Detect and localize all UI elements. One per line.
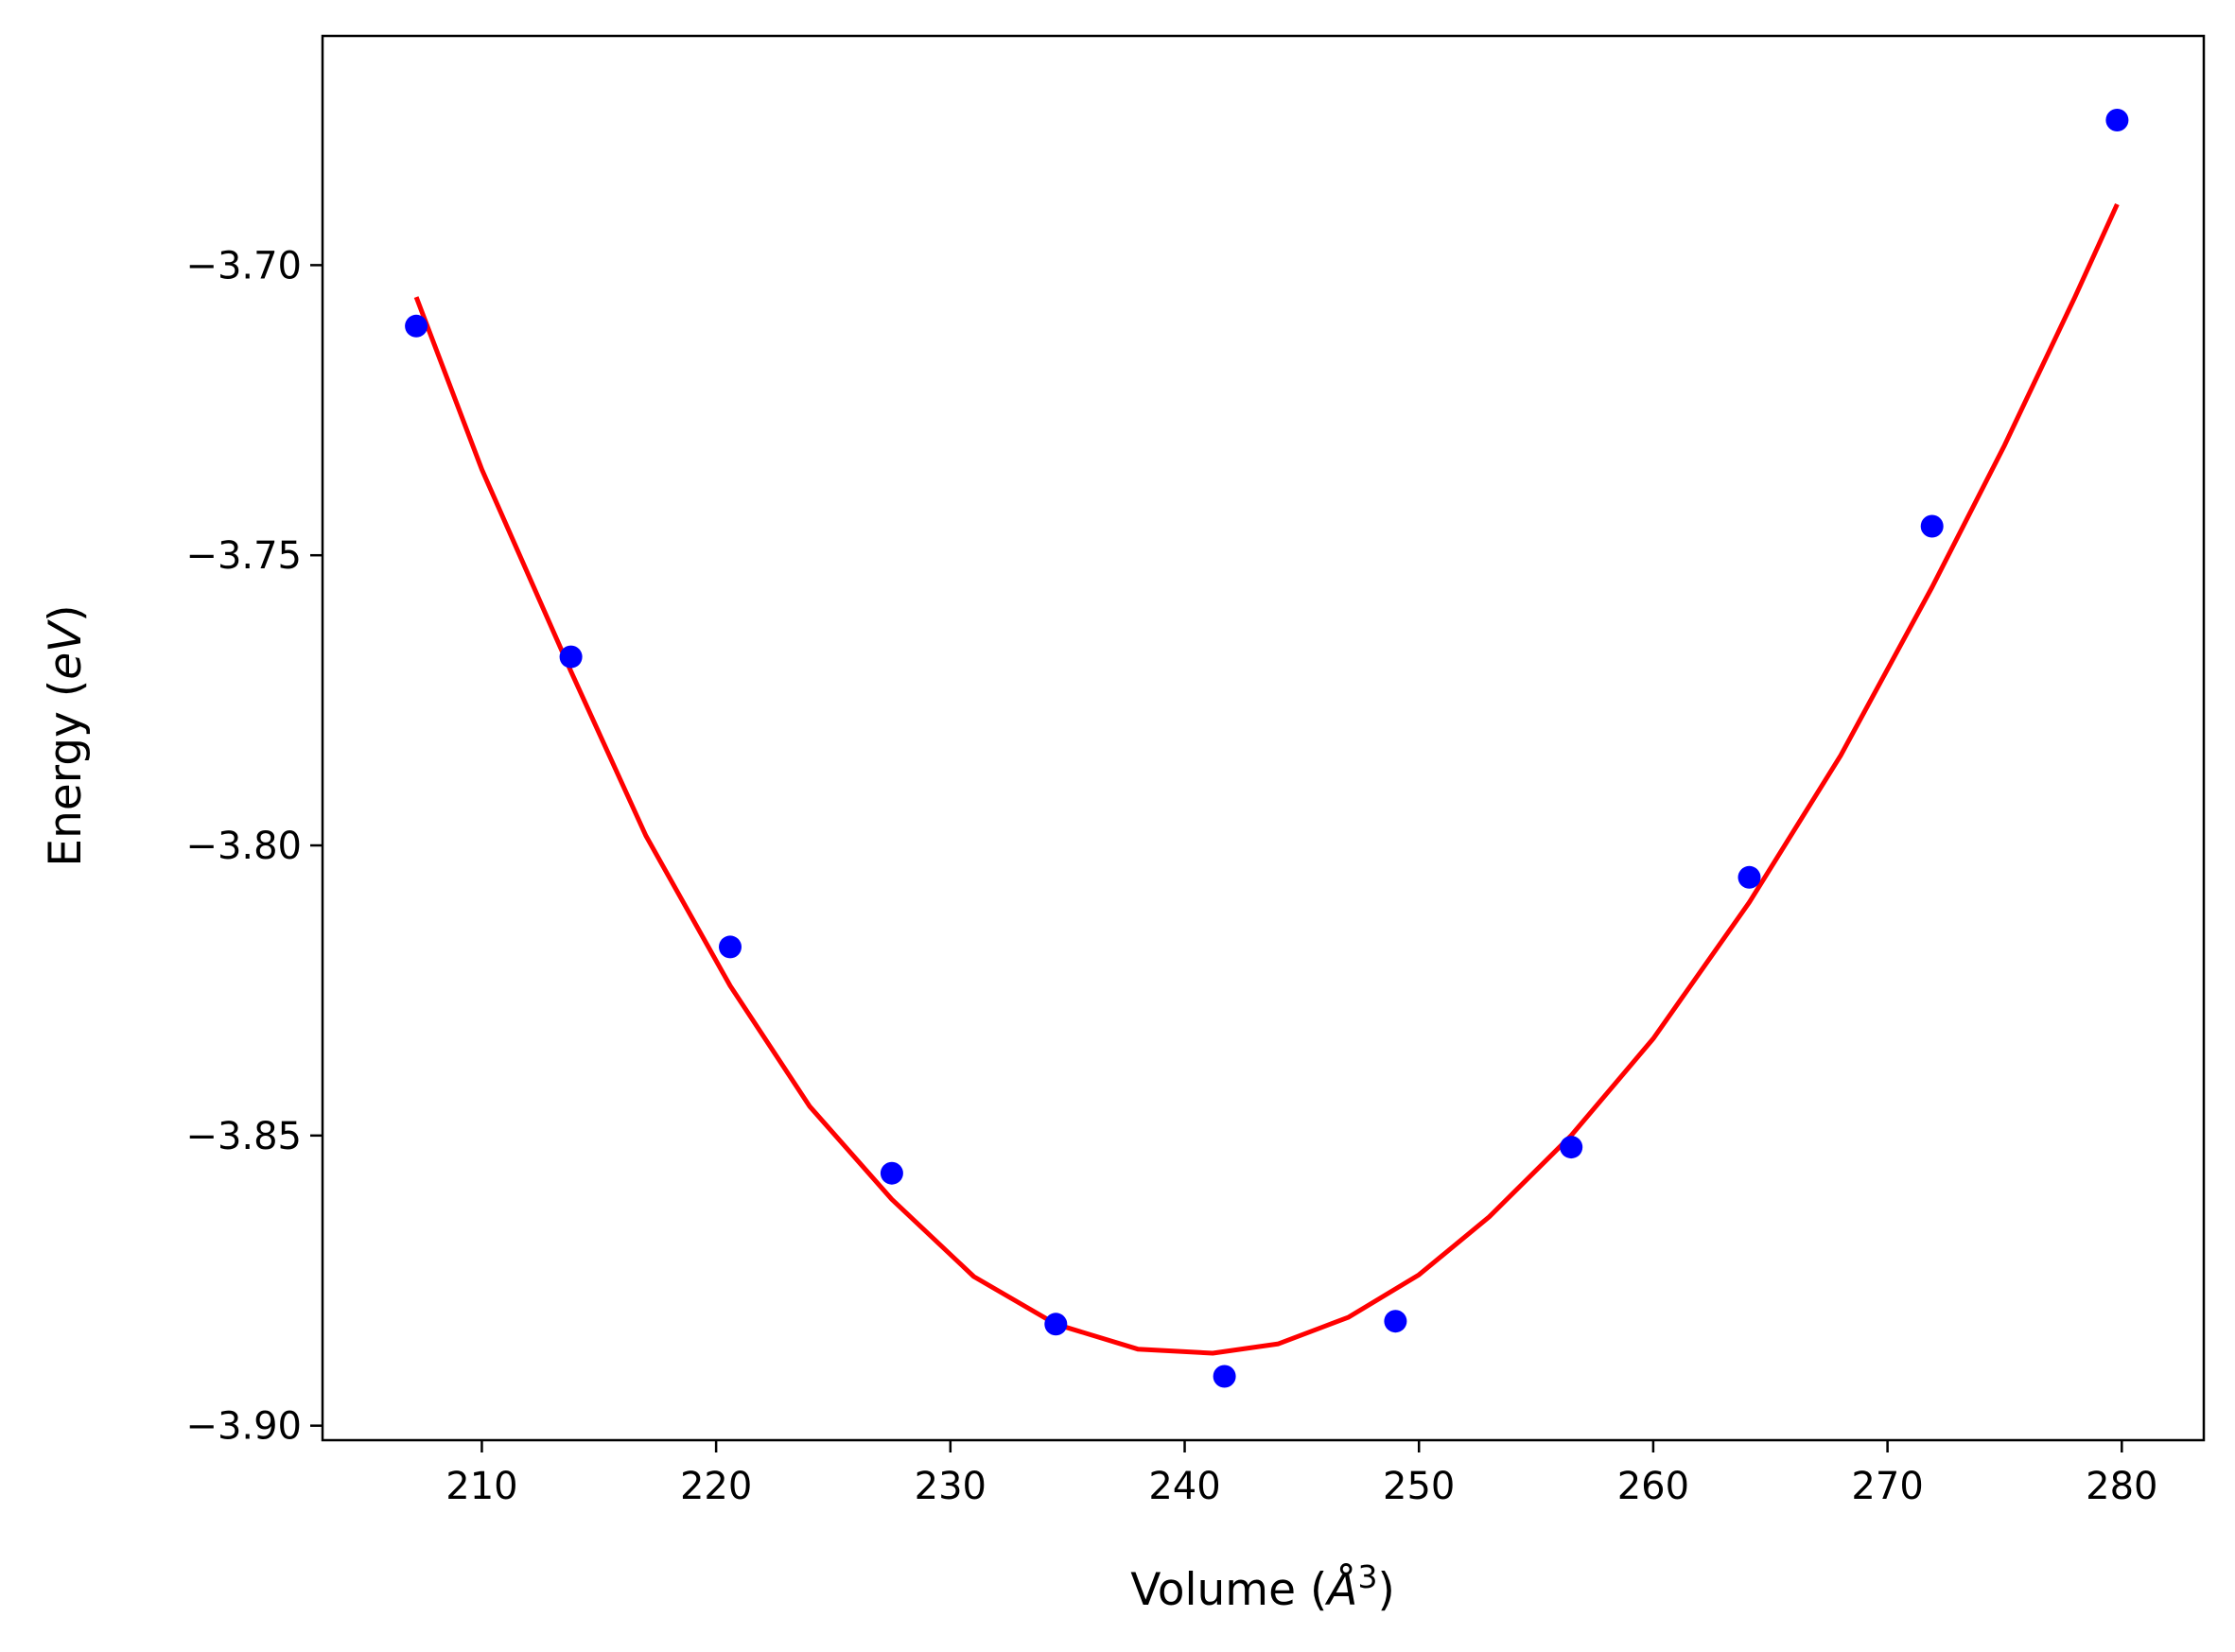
x-axis-title-superscript: 3 [1357, 1558, 1377, 1595]
data-point [1560, 1136, 1583, 1159]
data-point [559, 645, 583, 669]
y-axis-title: Energy (eV) [40, 604, 92, 866]
x-tick-label: 280 [2086, 1465, 2157, 1508]
y-axis-title-prefix: Energy ( [40, 680, 92, 867]
data-point [1213, 1365, 1236, 1388]
fit-curve [413, 202, 2120, 1356]
y-axis-title-unit: eV [40, 619, 92, 680]
x-axis-title-prefix: Volume ( [1130, 1564, 1327, 1616]
y-tick-label: −3.70 [185, 244, 302, 287]
data-point [1384, 1310, 1407, 1333]
x-tick-label: 230 [915, 1465, 987, 1508]
y-tick-label: −3.90 [185, 1405, 302, 1449]
y-tick-label: −3.85 [185, 1115, 302, 1158]
y-axis-ticks: −3.90 −3.85 −3.80 −3.75 −3.70 [185, 244, 323, 1449]
x-tick-label: 250 [1383, 1465, 1455, 1508]
data-point [2105, 109, 2129, 131]
plot-area [405, 109, 2129, 1388]
y-axis-title-suffix: ) [40, 604, 92, 621]
axes-frame [321, 34, 2206, 1442]
x-tick-label: 260 [1617, 1465, 1689, 1508]
x-axis-title-symbol: Å [1324, 1564, 1357, 1616]
data-point [405, 314, 428, 338]
y-tick-label: −3.80 [185, 825, 302, 868]
x-tick-label: 220 [680, 1465, 752, 1508]
x-axis-ticks: 210 220 230 240 250 260 270 280 [445, 1440, 2157, 1508]
data-point [1044, 1313, 1068, 1336]
y-tick-label: −3.75 [185, 534, 302, 578]
x-axis-title-suffix: ) [1377, 1564, 1394, 1616]
x-tick-label: 240 [1148, 1465, 1220, 1508]
x-tick-label: 270 [1851, 1465, 1923, 1508]
data-point [1737, 865, 1761, 889]
data-point [880, 1161, 903, 1185]
x-axis-title: Volume (Å3) [1130, 1558, 1395, 1616]
x-tick-label: 210 [445, 1465, 517, 1508]
data-point [719, 935, 742, 959]
data-point [1920, 514, 1944, 538]
